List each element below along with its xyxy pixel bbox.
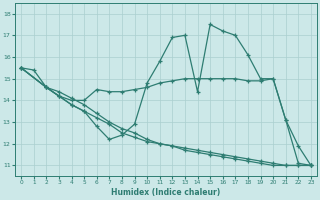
X-axis label: Humidex (Indice chaleur): Humidex (Indice chaleur) [111, 188, 221, 197]
